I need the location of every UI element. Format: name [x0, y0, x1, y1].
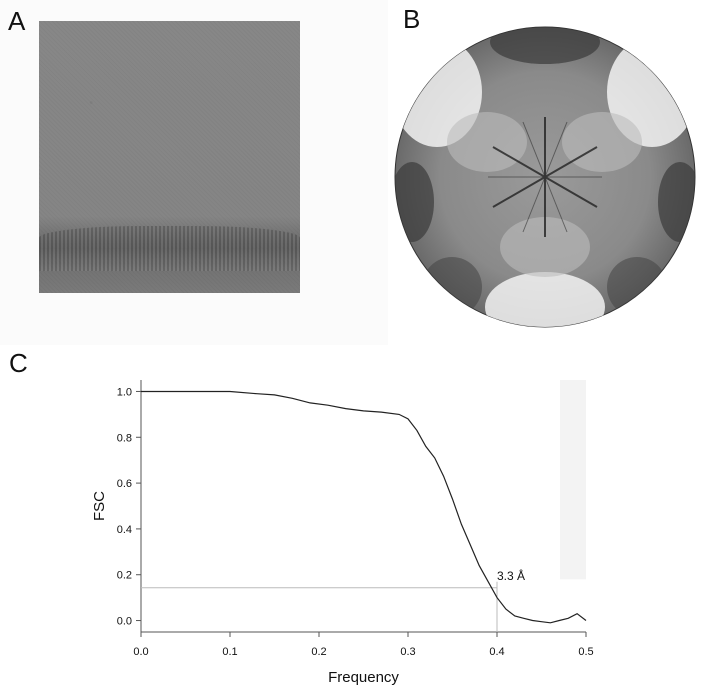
y-tick-label: 0.6: [117, 478, 132, 490]
x-tick-label: 0.5: [578, 646, 593, 658]
x-tick-label: 0.3: [400, 646, 415, 658]
panel-c-label: C: [9, 348, 28, 378]
x-tick-label: 0.1: [222, 646, 237, 658]
y-tick-label: 0.4: [117, 524, 132, 536]
y-tick-label: 0.2: [117, 570, 132, 582]
disc-pattern: [395, 27, 695, 327]
y-tick-label: 1.0: [117, 386, 132, 398]
x-tick-label: 0.2: [311, 646, 326, 658]
x-ticks: 0.0 0.1 0.2 0.3 0.4 0.5: [133, 632, 594, 658]
panel-a-label: A: [8, 6, 26, 36]
x-axis-label: Frequency: [328, 669, 399, 686]
fsc-curve: [141, 390, 587, 624]
micrograph-image: [39, 21, 300, 293]
x-tick-label: 0.4: [489, 646, 504, 658]
micrograph-dark-band: [39, 226, 300, 271]
shaded-region: [560, 380, 586, 580]
y-tick-label: 0.0: [117, 616, 132, 628]
x-tick-label: 0.0: [133, 646, 148, 658]
resolution-annotation: 3.3 Å: [497, 568, 525, 583]
panel-a: A: [0, 0, 388, 345]
y-axis-label: FSC: [91, 491, 108, 521]
y-ticks: 0.0 0.2 0.4 0.6 0.8 1.0: [117, 386, 141, 628]
panel-b-label: B: [403, 4, 421, 34]
y-tick-label: 0.8: [117, 432, 132, 444]
panel-b-angular-distribution: [394, 26, 696, 328]
